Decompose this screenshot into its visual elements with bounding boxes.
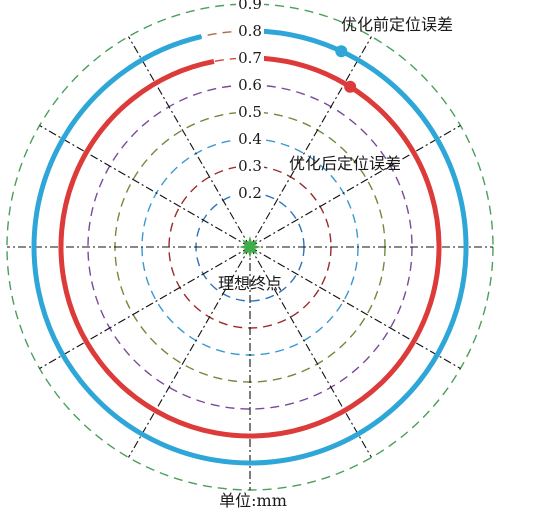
ring-labels: 0.2 0.3 0.4 0.5 0.6 0.7 0.8 0.9 [236,0,264,203]
series-arc-1 [31,28,469,466]
ring-label-0.4: 0.4 [238,130,262,148]
ring-label-bg-0.4 [236,129,264,149]
ring-label-bg-0.2 [236,183,264,203]
ring-label-0.7: 0.7 [238,49,262,67]
ring-label-0.5: 0.5 [238,103,262,121]
ring-label-0.3: 0.3 [238,157,262,175]
ring-label-0.2: 0.2 [238,184,262,202]
ring-label-0.8: 0.8 [238,22,262,40]
ring-label-bg-0.7 [236,48,264,68]
series-label-before: 优化前定位误差 [341,15,453,34]
ring-label-0.9: 0.9 [238,0,262,13]
series-marker-2 [344,80,357,93]
center-label: 理想终点 [218,274,282,293]
ring-label-bg-0.5 [236,102,264,122]
unit-label: 单位:mm [219,491,287,510]
ring-label-bg-0.9 [236,0,264,14]
center-marker [239,236,261,258]
ring-label-bg-0.6 [236,75,264,95]
ring-label-0.6: 0.6 [238,76,262,94]
ring-label-bg-0.8 [236,21,264,41]
series-marker-1 [335,45,348,58]
series-arc-2 [58,55,442,439]
error-series [31,28,469,466]
ring-label-bg-0.3 [236,156,264,176]
series-label-after: 优化后定位误差 [289,154,401,173]
